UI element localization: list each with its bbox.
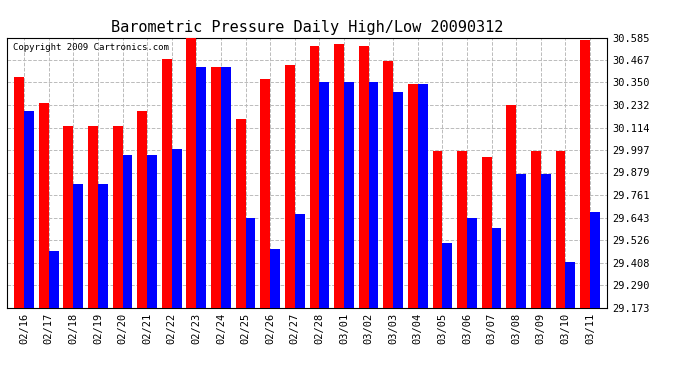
- Bar: [112, 126, 123, 308]
- Bar: [516, 174, 526, 308]
- Bar: [270, 249, 280, 308]
- Bar: [368, 82, 378, 308]
- Bar: [162, 60, 172, 308]
- Bar: [14, 77, 24, 308]
- Bar: [73, 184, 83, 308]
- Bar: [285, 65, 295, 308]
- Bar: [541, 174, 551, 308]
- Bar: [197, 67, 206, 308]
- Bar: [590, 213, 600, 308]
- Bar: [359, 46, 368, 308]
- Bar: [344, 82, 354, 308]
- Bar: [49, 251, 59, 308]
- Bar: [467, 218, 477, 308]
- Bar: [147, 155, 157, 308]
- Bar: [24, 111, 34, 308]
- Bar: [384, 62, 393, 308]
- Bar: [123, 155, 132, 308]
- Text: Copyright 2009 Cartronics.com: Copyright 2009 Cartronics.com: [13, 43, 169, 52]
- Title: Barometric Pressure Daily High/Low 20090312: Barometric Pressure Daily High/Low 20090…: [111, 20, 503, 35]
- Bar: [211, 67, 221, 308]
- Bar: [186, 39, 197, 308]
- Bar: [246, 218, 255, 308]
- Bar: [39, 104, 49, 308]
- Bar: [482, 157, 491, 308]
- Bar: [236, 119, 246, 308]
- Bar: [98, 184, 108, 308]
- Bar: [565, 262, 575, 308]
- Bar: [531, 151, 541, 308]
- Bar: [310, 46, 319, 308]
- Bar: [137, 111, 147, 308]
- Bar: [433, 151, 442, 308]
- Bar: [457, 151, 467, 308]
- Bar: [393, 92, 403, 308]
- Bar: [63, 126, 73, 308]
- Bar: [319, 82, 329, 308]
- Bar: [172, 149, 181, 308]
- Bar: [417, 84, 428, 308]
- Bar: [580, 40, 590, 308]
- Bar: [295, 214, 304, 308]
- Bar: [555, 151, 565, 308]
- Bar: [334, 44, 344, 308]
- Bar: [408, 84, 417, 308]
- Bar: [506, 105, 516, 308]
- Bar: [260, 79, 270, 308]
- Bar: [221, 67, 230, 308]
- Bar: [442, 243, 452, 308]
- Bar: [88, 126, 98, 308]
- Bar: [491, 228, 502, 308]
